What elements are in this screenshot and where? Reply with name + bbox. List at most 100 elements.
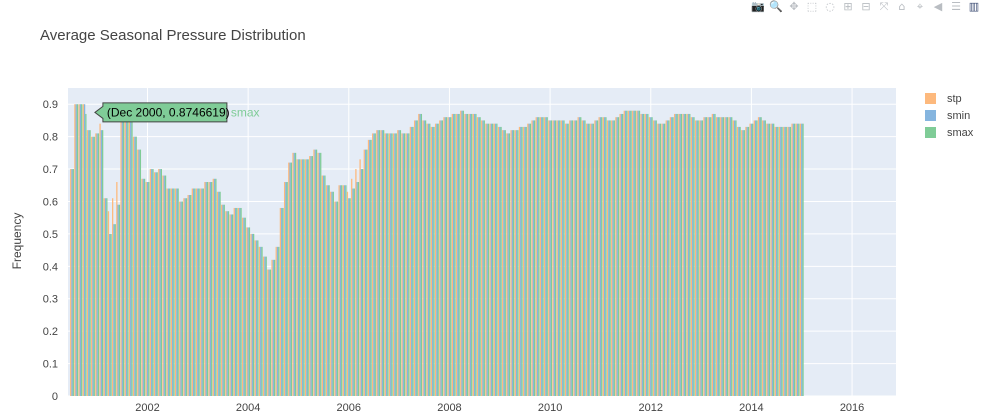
bar-smin[interactable]: [163, 175, 165, 396]
bar-smax[interactable]: [726, 117, 729, 397]
bar-smin[interactable]: [352, 188, 354, 396]
bar-smax[interactable]: [240, 207, 242, 396]
bar-smax[interactable]: [773, 123, 775, 396]
bar-smax[interactable]: [320, 152, 322, 396]
bar-smax[interactable]: [311, 156, 313, 396]
bar-smax[interactable]: [638, 110, 641, 396]
bar-smax[interactable]: [403, 133, 406, 396]
bar-stp[interactable]: [699, 120, 701, 397]
bar-smax[interactable]: [441, 120, 443, 397]
bar-smin[interactable]: [348, 198, 350, 396]
bar-smax[interactable]: [227, 211, 230, 396]
bar-stp[interactable]: [82, 104, 84, 397]
bar-stp[interactable]: [204, 182, 206, 396]
bar-smin[interactable]: [343, 185, 346, 396]
bar-smin[interactable]: [511, 130, 513, 396]
bar-smax[interactable]: [131, 107, 133, 396]
bar-smax[interactable]: [366, 149, 368, 396]
bar-smin[interactable]: [650, 117, 652, 397]
bar-stp[interactable]: [187, 194, 189, 396]
bar-smax[interactable]: [659, 123, 662, 396]
bar-smax[interactable]: [517, 130, 519, 396]
bar-stp[interactable]: [430, 126, 433, 396]
bar-smax[interactable]: [626, 110, 628, 396]
zoom-out-icon[interactable]: ⊟: [861, 0, 871, 13]
bar-smin[interactable]: [364, 149, 367, 396]
bar-smin[interactable]: [729, 117, 732, 397]
bar-smax[interactable]: [190, 194, 192, 396]
bar-smax[interactable]: [492, 123, 494, 396]
bar-stp[interactable]: [137, 149, 139, 396]
bar-smin[interactable]: [192, 188, 195, 396]
bar-smin[interactable]: [536, 117, 539, 397]
bar-smin[interactable]: [381, 130, 383, 396]
bar-smax[interactable]: [215, 178, 217, 396]
bar-smin[interactable]: [377, 130, 379, 396]
bar-smax[interactable]: [693, 117, 695, 397]
bar-smax[interactable]: [471, 113, 473, 396]
bar-smax[interactable]: [169, 188, 171, 396]
bar-stp[interactable]: [736, 126, 739, 396]
bar-smin[interactable]: [260, 246, 262, 396]
bar-smax[interactable]: [198, 188, 200, 396]
bar-stp[interactable]: [795, 123, 797, 396]
home-icon[interactable]: ⌂: [898, 0, 906, 13]
bar-smax[interactable]: [504, 130, 506, 396]
bar-stp[interactable]: [757, 117, 760, 397]
bar-smin[interactable]: [453, 113, 455, 396]
bar-smax[interactable]: [575, 120, 578, 397]
bar-smin[interactable]: [645, 113, 648, 396]
bar-smax[interactable]: [722, 117, 724, 397]
bar-smin[interactable]: [318, 152, 321, 396]
bar-smax[interactable]: [202, 188, 204, 396]
bar-smax[interactable]: [102, 130, 104, 396]
bar-stp[interactable]: [585, 123, 588, 396]
bar-stp[interactable]: [86, 130, 89, 396]
bar-stp[interactable]: [657, 123, 659, 396]
bar-smin[interactable]: [159, 169, 161, 396]
bar-stp[interactable]: [191, 188, 193, 396]
bar-smin[interactable]: [746, 126, 748, 396]
bar-stp[interactable]: [149, 169, 152, 396]
bar-smin[interactable]: [432, 126, 434, 396]
bar-smax[interactable]: [387, 133, 389, 396]
bar-stp[interactable]: [397, 130, 399, 396]
bar-stp[interactable]: [543, 117, 546, 397]
bar-smax[interactable]: [433, 126, 435, 396]
bar-smin[interactable]: [398, 130, 400, 396]
bar-stp[interactable]: [267, 269, 269, 396]
bar-smin[interactable]: [268, 269, 270, 396]
bar-smax[interactable]: [647, 113, 649, 396]
bar-smin[interactable]: [520, 126, 522, 396]
bar-smin[interactable]: [142, 178, 144, 396]
bar-stp[interactable]: [372, 133, 374, 396]
bar-smax[interactable]: [764, 120, 766, 397]
bar-smax[interactable]: [244, 217, 246, 396]
bar-stp[interactable]: [128, 107, 131, 396]
bar-smax[interactable]: [601, 117, 603, 397]
bar-smin[interactable]: [289, 162, 291, 396]
bar-smax[interactable]: [370, 139, 372, 396]
hover-compare-icon[interactable]: ☰: [951, 0, 961, 13]
bar-smax[interactable]: [118, 204, 121, 396]
bar-smin[interactable]: [717, 117, 719, 397]
bar-smax[interactable]: [345, 185, 347, 396]
bar-smax[interactable]: [139, 149, 142, 396]
bar-smin[interactable]: [578, 117, 581, 397]
bar-smin[interactable]: [796, 123, 799, 396]
bar-stp[interactable]: [774, 126, 776, 396]
bar-smax[interactable]: [672, 117, 674, 397]
bar-stp[interactable]: [103, 198, 105, 396]
bar-smax[interactable]: [349, 198, 351, 396]
bar-smin[interactable]: [738, 126, 740, 396]
bar-stp[interactable]: [707, 117, 709, 397]
bar-stp[interactable]: [506, 133, 508, 396]
bar-smin[interactable]: [490, 123, 493, 396]
bar-smax[interactable]: [785, 126, 787, 396]
bar-smin[interactable]: [213, 178, 216, 396]
bar-smin[interactable]: [92, 136, 94, 396]
bar-stp[interactable]: [246, 227, 248, 396]
bar-stp[interactable]: [283, 182, 286, 396]
bar-stp[interactable]: [409, 126, 412, 396]
bar-smin[interactable]: [117, 204, 119, 396]
